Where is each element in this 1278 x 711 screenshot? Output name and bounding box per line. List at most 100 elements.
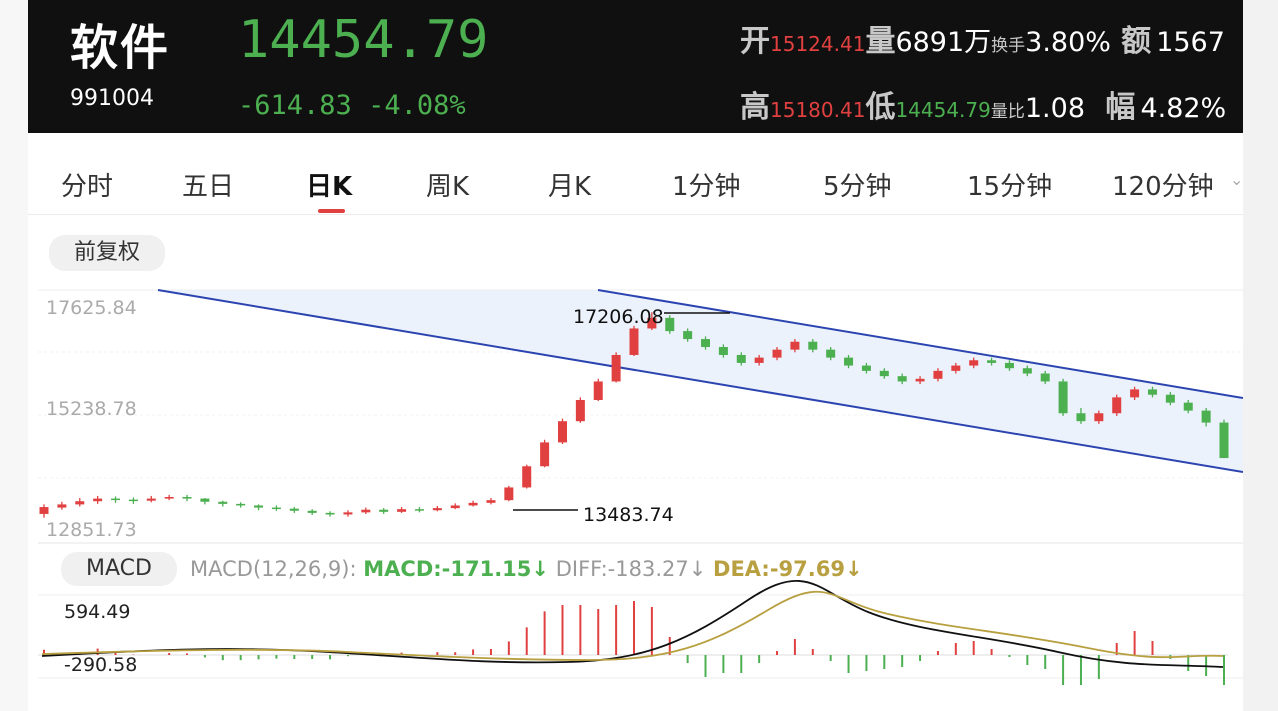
amplitude-label: 幅 <box>1105 90 1136 125</box>
candle-body <box>1219 422 1229 459</box>
candle-body <box>93 498 103 502</box>
high-label: 高 <box>740 90 770 125</box>
candle-body <box>164 496 174 499</box>
candle-body <box>718 347 728 355</box>
candle-body <box>522 466 532 488</box>
candle-body <box>1183 402 1193 411</box>
amount-label: 额 <box>1121 24 1152 59</box>
candle-body <box>39 507 49 514</box>
high-value: 15180.41 <box>770 98 866 122</box>
tab-weekly-k[interactable]: 周K <box>426 172 470 202</box>
quote-stats-row-2: 高15180.41低14454.79量比1.08 幅 4.82% <box>740 82 1226 126</box>
low-annotation: 13483.74 <box>583 504 674 526</box>
candle-body <box>1004 362 1014 369</box>
high-annotation: 17206.08 <box>573 306 664 328</box>
candle-body <box>1147 389 1157 395</box>
index-code: 991004 <box>70 86 154 111</box>
tab-five-day[interactable]: 五日 <box>182 172 235 202</box>
candle-body <box>325 512 335 515</box>
volume-label: 量 <box>865 24 896 59</box>
price-axis-top: 17625.84 <box>46 297 137 319</box>
macd-value: MACD:-171.15↓ <box>363 557 550 581</box>
tab-15-minute[interactable]: 15分钟 <box>967 172 1053 202</box>
change-value: -614.83 <box>238 90 352 121</box>
volume-value: 6891万 <box>895 27 992 58</box>
turnover-value: 3.80% <box>1025 27 1111 58</box>
candle-body <box>486 500 496 503</box>
candle-body <box>683 331 693 340</box>
candle-body <box>1130 389 1140 398</box>
candle-body <box>361 509 371 513</box>
candle-body <box>808 341 818 350</box>
candle-body <box>146 498 156 501</box>
candle-body <box>1112 397 1122 414</box>
candle-body <box>271 507 281 510</box>
price-axis-mid: 15238.78 <box>46 398 137 420</box>
low-value: 14454.79 <box>895 98 991 122</box>
dea-line <box>41 590 1224 661</box>
macd-button[interactable]: MACD <box>61 552 177 586</box>
index-name: 软件 <box>70 20 171 76</box>
tab-5-minute[interactable]: 5分钟 <box>823 172 892 202</box>
candle-body <box>504 487 514 501</box>
channel-fill <box>158 290 1243 472</box>
candle-body <box>844 357 854 366</box>
candle-body <box>200 498 210 502</box>
candle-body <box>629 328 639 355</box>
price-axis-bottom: 12851.73 <box>46 519 137 541</box>
tab-intraday[interactable]: 分时 <box>61 172 114 202</box>
volume-ratio-value: 1.08 <box>1024 93 1085 124</box>
candle-body <box>254 505 264 508</box>
tab-1-minute[interactable]: 1分钟 <box>672 172 741 202</box>
adjust-button[interactable]: 前复权 <box>49 235 165 271</box>
candle-body <box>468 502 478 506</box>
tab-monthly-k[interactable]: 月K <box>548 172 592 202</box>
macd-bars-group <box>43 601 1225 685</box>
candle-body <box>557 421 567 443</box>
tab-120-minute[interactable]: 120分钟 <box>1112 172 1214 202</box>
quote-header: 软件 991004 14454.79 -614.83 -4.08% 开15124… <box>28 0 1243 133</box>
candle-body <box>343 512 353 515</box>
candle-body <box>182 496 192 499</box>
candle-body <box>1022 368 1032 374</box>
candle-body <box>701 339 711 348</box>
candle-body <box>307 510 317 513</box>
diff-line <box>41 580 1224 668</box>
candle-body <box>754 357 764 363</box>
macd-axis-top: 594.49 <box>64 601 131 623</box>
amplitude-value: 4.82% <box>1140 93 1227 124</box>
diff-value: DIFF:-183.27↓ <box>555 557 707 581</box>
candle-body <box>736 354 746 363</box>
candle-body <box>575 400 585 422</box>
candle-body <box>969 360 979 366</box>
change-percent: -4.08% <box>368 90 466 121</box>
active-tab-indicator <box>318 209 345 213</box>
candle-body <box>289 508 299 511</box>
open-label: 开 <box>740 24 770 59</box>
candle-body <box>75 501 85 505</box>
channel-lower-line <box>157 289 1243 473</box>
candle-body <box>611 354 621 382</box>
candle-body <box>1040 373 1050 382</box>
macd-params: MACD(12,26,9): <box>190 557 357 581</box>
amount-value: 1567 <box>1156 27 1225 58</box>
tab-daily-k[interactable]: 日K <box>306 172 353 202</box>
macd-axis-low: -290.58 <box>64 654 138 676</box>
candle-body <box>951 365 961 371</box>
candle-body <box>57 504 67 508</box>
stock-detail-page: 软件 991004 14454.79 -614.83 -4.08% 开15124… <box>28 0 1243 711</box>
price-change: -614.83 -4.08% <box>238 90 466 121</box>
candle-body <box>861 365 871 371</box>
volume-ratio-label: 量比 <box>990 102 1025 122</box>
candle-body <box>218 501 228 504</box>
candle-body <box>647 317 657 329</box>
dea-value: DEA:-97.69↓ <box>713 557 863 581</box>
chevron-down-icon[interactable]: ⌄ <box>1230 170 1243 189</box>
turnover-label: 换手 <box>991 36 1026 56</box>
period-tabs: 分时 五日 日K 周K 月K 1分钟 5分钟 15分钟 120分钟 ⌄ <box>28 148 1243 215</box>
candle-body <box>450 505 460 509</box>
candle-body <box>879 370 889 377</box>
candles-group <box>39 312 1229 518</box>
low-label: 低 <box>865 90 896 125</box>
kline-chart <box>38 289 1243 685</box>
